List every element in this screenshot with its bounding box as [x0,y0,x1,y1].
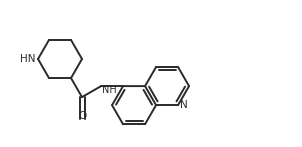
Text: N: N [180,100,188,110]
Text: NH: NH [102,85,117,95]
Text: HN: HN [20,54,35,64]
Text: O: O [78,111,86,121]
